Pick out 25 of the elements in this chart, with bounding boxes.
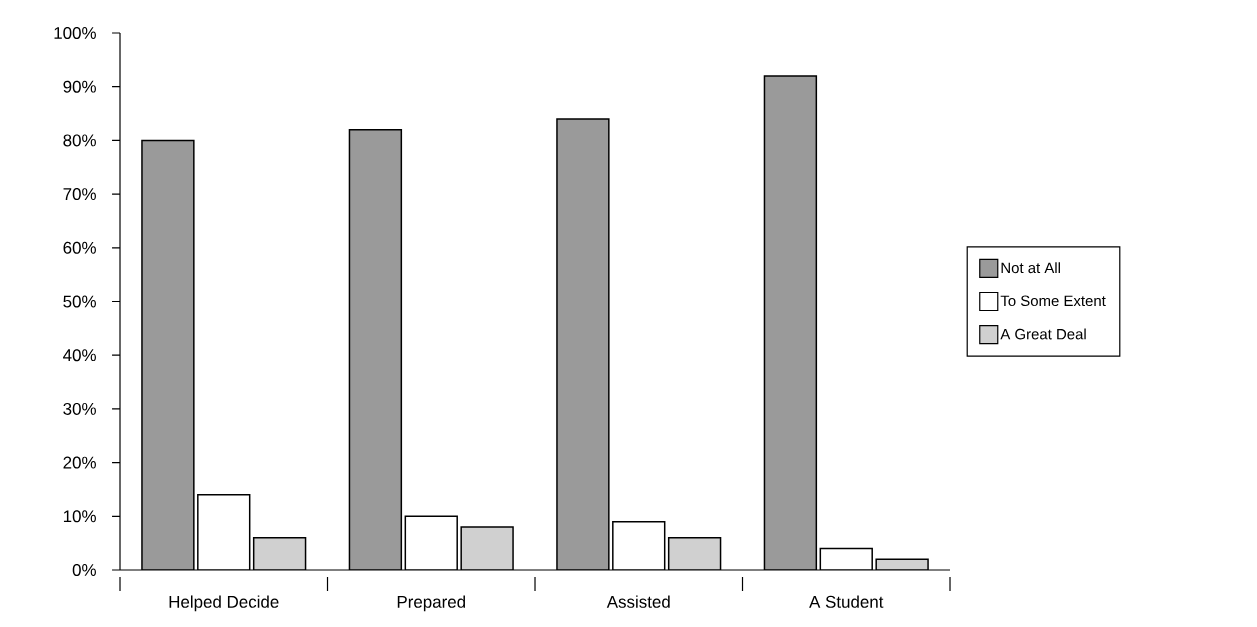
bar (667, 537, 722, 570)
legend-label: Not at All (1001, 262, 1060, 274)
y-tick-label: 40% (63, 349, 96, 362)
y-tick-label: 100% (54, 26, 96, 39)
bar (763, 75, 818, 570)
legend-label: To Some Extent (1000, 295, 1106, 307)
y-tick-label: 60% (63, 241, 96, 254)
y-tick-label: 20% (63, 456, 96, 469)
bar (252, 537, 307, 570)
y-tick-label: 90% (63, 80, 96, 93)
y-tick-label: 30% (63, 402, 96, 415)
y-tick-label: 80% (63, 134, 96, 147)
bar (348, 128, 403, 570)
x-tick-label: A Student (809, 595, 884, 608)
legend-label: A Great Deal (1000, 328, 1086, 340)
x-tick-label: Assisted (606, 595, 670, 608)
y-tick-label: 50% (63, 295, 96, 308)
bar (141, 139, 195, 570)
x-tick-label: Prepared (397, 595, 465, 612)
y-tick-label: 0% (72, 563, 96, 576)
bar (556, 118, 610, 570)
y-tick-label: 10% (63, 510, 96, 523)
bar (460, 526, 514, 570)
y-tick-label: 70% (63, 188, 96, 201)
x-tick-label: Helped Decide (169, 595, 279, 612)
